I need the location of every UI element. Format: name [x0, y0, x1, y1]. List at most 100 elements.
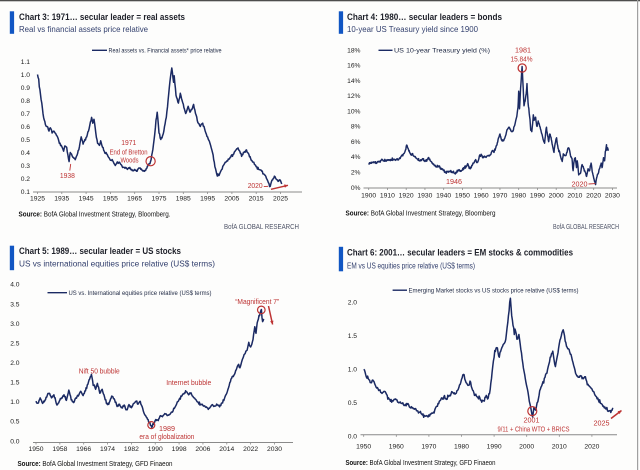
svg-text:2010: 2010 — [552, 444, 567, 451]
svg-text:4.0: 4.0 — [10, 282, 20, 289]
svg-text:1980: 1980 — [454, 444, 469, 451]
svg-text:8%: 8% — [351, 124, 361, 131]
svg-text:1995: 1995 — [200, 196, 215, 203]
svg-text:0.0: 0.0 — [348, 434, 358, 441]
svg-text:2000: 2000 — [519, 444, 534, 451]
svg-text:Source: BofA Global Investment: Source: BofA Global Investment Strategy,… — [18, 461, 173, 468]
svg-text:1.1: 1.1 — [21, 59, 31, 66]
svg-text:0.5: 0.5 — [21, 137, 31, 144]
svg-text:3.0: 3.0 — [10, 321, 20, 328]
svg-text:1958: 1958 — [52, 446, 67, 453]
svg-text:1920: 1920 — [399, 193, 414, 200]
svg-text:1950: 1950 — [29, 446, 44, 453]
svg-text:1989: 1989 — [159, 426, 175, 433]
svg-text:1945: 1945 — [79, 196, 94, 203]
svg-text:1955: 1955 — [103, 196, 118, 203]
svg-text:6%: 6% — [351, 139, 361, 146]
svg-text:US vs. International equities: US vs. International equities price rela… — [69, 290, 212, 297]
svg-text:End of Bretton: End of Bretton — [110, 150, 148, 157]
svg-text:1925: 1925 — [30, 196, 45, 203]
svg-text:1935: 1935 — [54, 196, 69, 203]
svg-text:2025: 2025 — [594, 421, 610, 428]
svg-text:“Magnificent 7”: “Magnificent 7” — [235, 299, 280, 306]
svg-text:0.5: 0.5 — [348, 400, 358, 407]
svg-text:4%: 4% — [351, 154, 361, 161]
svg-text:1910: 1910 — [380, 193, 395, 200]
svg-text:1.0: 1.0 — [21, 72, 31, 79]
svg-text:0.1: 0.1 — [21, 189, 31, 196]
svg-text:1960: 1960 — [474, 193, 489, 200]
svg-text:2030: 2030 — [605, 193, 620, 200]
svg-text:0.6: 0.6 — [21, 124, 31, 131]
svg-text:Source: BofA Global Investment: Source: BofA Global Investment Strategy,… — [346, 460, 496, 467]
svg-text:2020: 2020 — [586, 193, 601, 200]
svg-text:1990: 1990 — [148, 446, 163, 453]
svg-text:0.5: 0.5 — [10, 419, 20, 426]
svg-text:2000: 2000 — [549, 193, 564, 200]
svg-text:2010: 2010 — [567, 193, 582, 200]
svg-text:2006: 2006 — [195, 446, 210, 453]
svg-text:1960: 1960 — [389, 444, 404, 451]
svg-text:1971: 1971 — [121, 140, 136, 147]
svg-text:2020: 2020 — [248, 183, 263, 190]
svg-text:1900: 1900 — [361, 193, 376, 200]
svg-text:1946: 1946 — [446, 179, 462, 186]
svg-text:2%: 2% — [351, 170, 361, 177]
svg-text:1990: 1990 — [530, 193, 545, 200]
svg-text:1981: 1981 — [515, 47, 531, 54]
svg-text:2015: 2015 — [249, 196, 264, 203]
svg-text:Real assets vs. Financial asse: Real assets vs. Financial assets* price … — [109, 48, 222, 55]
svg-text:1.0: 1.0 — [10, 399, 20, 406]
svg-text:1985: 1985 — [176, 196, 191, 203]
svg-text:9/11 + China WTO + BRICS: 9/11 + China WTO + BRICS — [498, 426, 570, 433]
svg-text:18%: 18% — [347, 47, 360, 54]
svg-text:1.5: 1.5 — [10, 380, 20, 387]
svg-text:BofA GLOBAL RESEARCH: BofA GLOBAL RESEARCH — [553, 224, 619, 231]
svg-text:12%: 12% — [347, 93, 360, 100]
svg-text:Chart 5: 1989… secular leader: Chart 5: 1989… secular leader = US stock… — [19, 246, 181, 256]
svg-text:0%: 0% — [351, 185, 361, 192]
svg-text:BofA GLOBAL RESEARCH: BofA GLOBAL RESEARCH — [224, 224, 299, 231]
svg-text:US 10-year Treasury yield (%): US 10-year Treasury yield (%) — [394, 48, 490, 55]
svg-text:2.5: 2.5 — [10, 340, 20, 347]
svg-text:1.0: 1.0 — [348, 367, 358, 374]
svg-text:0.3: 0.3 — [21, 163, 31, 170]
svg-text:1950: 1950 — [356, 444, 371, 451]
svg-text:2020: 2020 — [572, 181, 588, 188]
svg-text:16%: 16% — [347, 63, 360, 70]
svg-text:2014: 2014 — [219, 446, 234, 453]
svg-text:0.0: 0.0 — [10, 438, 20, 445]
svg-text:Real vs financial assets price: Real vs financial assets price relative — [19, 24, 148, 34]
svg-text:1970: 1970 — [492, 193, 507, 200]
svg-text:era of globalization: era of globalization — [139, 434, 194, 441]
svg-text:10%: 10% — [347, 108, 360, 115]
svg-text:Woods: Woods — [121, 158, 139, 165]
svg-text:3.5: 3.5 — [10, 301, 20, 308]
svg-text:US vs international equities p: US vs international equities price relat… — [19, 259, 215, 269]
svg-text:1974: 1974 — [100, 446, 115, 453]
svg-text:14%: 14% — [347, 78, 360, 85]
svg-text:2.0: 2.0 — [348, 300, 358, 307]
svg-text:2025: 2025 — [273, 196, 288, 203]
svg-text:0.8: 0.8 — [21, 98, 31, 105]
svg-text:Nift 50 bubble: Nift 50 bubble — [79, 368, 120, 375]
svg-text:0.2: 0.2 — [21, 176, 31, 183]
svg-text:1982: 1982 — [124, 446, 139, 453]
svg-text:2030: 2030 — [267, 446, 282, 453]
svg-text:1950: 1950 — [455, 193, 470, 200]
svg-text:0.9: 0.9 — [21, 85, 31, 92]
svg-text:1965: 1965 — [127, 196, 142, 203]
svg-text:Chart 6: 2001… secular leaders: Chart 6: 2001… secular leaders = EM stoc… — [347, 247, 573, 257]
svg-text:1998: 1998 — [172, 446, 187, 453]
svg-text:Source: BofA Global Investment: Source: BofA Global Investment Strategy,… — [346, 211, 496, 218]
svg-text:Chart 3: 1971… secular leader: Chart 3: 1971… secular leader = real ass… — [19, 12, 185, 22]
svg-text:2001: 2001 — [524, 418, 540, 425]
svg-text:1970: 1970 — [421, 444, 436, 451]
svg-text:1990: 1990 — [487, 444, 502, 451]
svg-text:2022: 2022 — [243, 446, 258, 453]
svg-text:1980: 1980 — [511, 193, 526, 200]
svg-text:2005: 2005 — [224, 196, 239, 203]
svg-text:1.5: 1.5 — [348, 333, 358, 340]
svg-text:EM vs US equities price relati: EM vs US equities price relative (US$ te… — [347, 261, 475, 271]
svg-text:2.0: 2.0 — [10, 360, 20, 367]
